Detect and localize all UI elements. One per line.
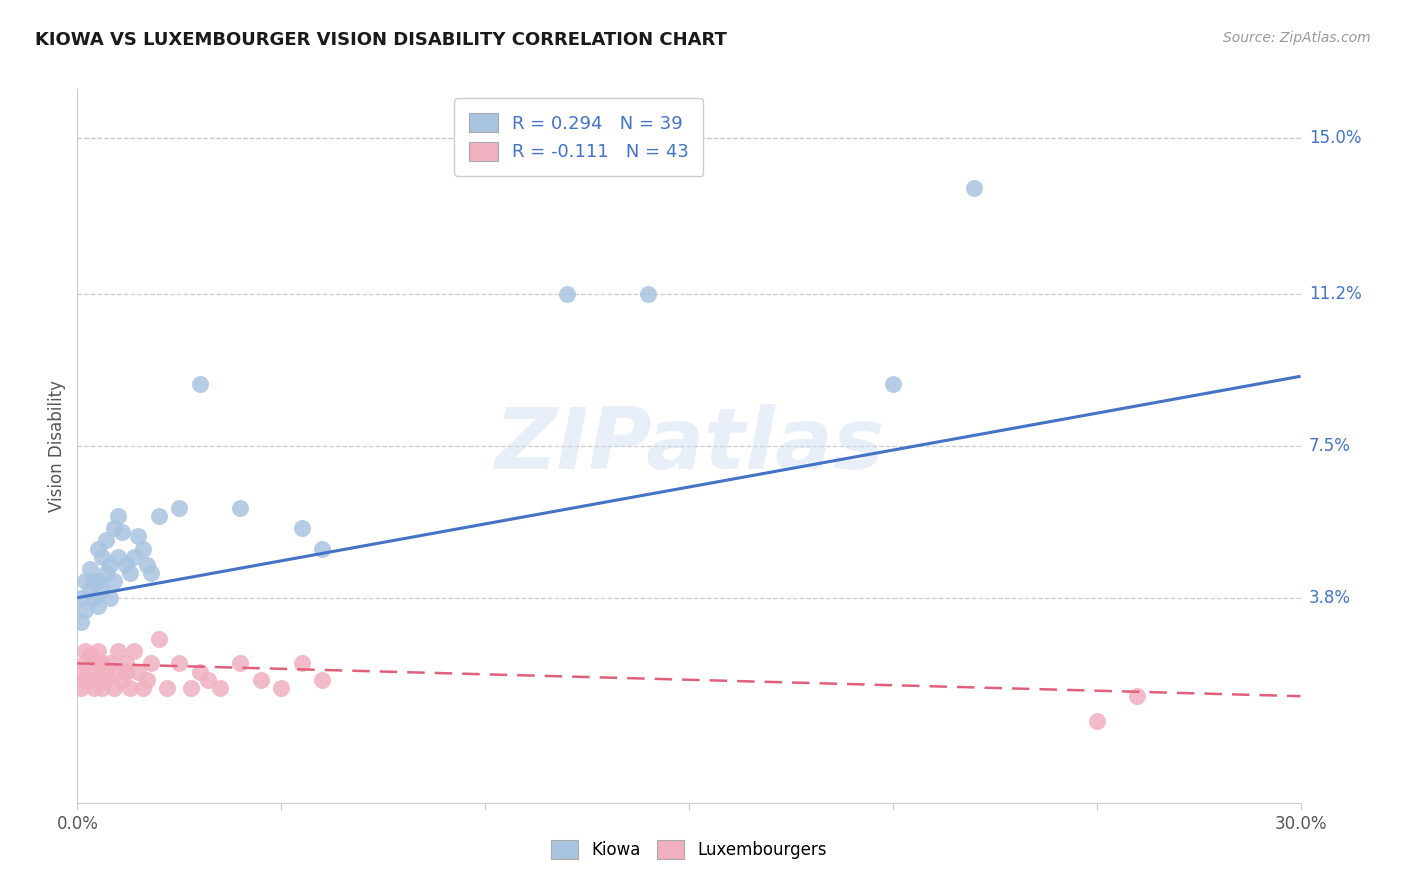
Point bbox=[87, 673, 110, 687]
Point bbox=[311, 673, 333, 687]
Point bbox=[111, 673, 134, 687]
Point bbox=[87, 574, 110, 589]
Point bbox=[103, 574, 125, 589]
Point bbox=[87, 599, 110, 613]
Text: 7.5%: 7.5% bbox=[1309, 437, 1351, 455]
Point bbox=[83, 665, 105, 679]
Point bbox=[148, 632, 170, 646]
Point bbox=[311, 541, 333, 556]
Point bbox=[1126, 689, 1149, 703]
Point bbox=[131, 681, 153, 695]
Point bbox=[180, 681, 202, 695]
Point bbox=[229, 657, 252, 671]
Point bbox=[87, 644, 110, 658]
Point bbox=[115, 657, 138, 671]
Point bbox=[120, 681, 142, 695]
Point bbox=[156, 681, 179, 695]
Point bbox=[75, 644, 97, 658]
Point bbox=[70, 615, 93, 630]
Point bbox=[90, 657, 112, 671]
Point bbox=[131, 541, 153, 556]
Point bbox=[83, 681, 105, 695]
Point bbox=[79, 582, 101, 597]
Point bbox=[139, 657, 162, 671]
Point bbox=[270, 681, 292, 695]
Point bbox=[169, 500, 191, 515]
Point bbox=[135, 558, 157, 572]
Point bbox=[75, 657, 97, 671]
Point bbox=[188, 665, 211, 679]
Point bbox=[963, 180, 986, 194]
Point bbox=[148, 508, 170, 523]
Point bbox=[111, 525, 134, 540]
Point bbox=[127, 665, 149, 679]
Point bbox=[882, 377, 904, 392]
Point bbox=[75, 673, 97, 687]
Point bbox=[135, 673, 157, 687]
Point bbox=[94, 533, 117, 548]
Point bbox=[229, 500, 252, 515]
Point bbox=[70, 665, 93, 679]
Point bbox=[75, 603, 97, 617]
Point bbox=[290, 521, 312, 535]
Point bbox=[169, 657, 191, 671]
Point bbox=[94, 566, 117, 581]
Point bbox=[107, 665, 129, 679]
Point bbox=[79, 562, 101, 576]
Point bbox=[115, 665, 138, 679]
Point bbox=[637, 287, 659, 301]
Text: 11.2%: 11.2% bbox=[1309, 285, 1361, 303]
Text: 3.8%: 3.8% bbox=[1309, 589, 1351, 607]
Point bbox=[98, 657, 121, 671]
Point bbox=[555, 287, 578, 301]
Point bbox=[208, 681, 231, 695]
Point bbox=[70, 681, 93, 695]
Point bbox=[197, 673, 219, 687]
Point bbox=[107, 644, 129, 658]
Point bbox=[124, 644, 146, 658]
Point bbox=[70, 591, 93, 605]
Point bbox=[98, 591, 121, 605]
Text: ZIPatlas: ZIPatlas bbox=[494, 404, 884, 488]
Point bbox=[75, 574, 97, 589]
Point bbox=[127, 529, 149, 543]
Point bbox=[90, 681, 112, 695]
Point bbox=[1085, 714, 1108, 728]
Text: 15.0%: 15.0% bbox=[1309, 129, 1361, 147]
Point bbox=[87, 541, 110, 556]
Point bbox=[83, 591, 105, 605]
Point bbox=[94, 673, 117, 687]
Point bbox=[124, 549, 146, 564]
Point bbox=[98, 558, 121, 572]
Point bbox=[290, 657, 312, 671]
Point bbox=[83, 574, 105, 589]
Y-axis label: Vision Disability: Vision Disability bbox=[48, 380, 66, 512]
Point bbox=[103, 521, 125, 535]
Point bbox=[87, 657, 110, 671]
Point bbox=[115, 558, 138, 572]
Point bbox=[94, 665, 117, 679]
Point bbox=[188, 377, 211, 392]
Point bbox=[107, 549, 129, 564]
Point bbox=[139, 566, 162, 581]
Text: KIOWA VS LUXEMBOURGER VISION DISABILITY CORRELATION CHART: KIOWA VS LUXEMBOURGER VISION DISABILITY … bbox=[35, 31, 727, 49]
Point bbox=[107, 508, 129, 523]
Point bbox=[250, 673, 273, 687]
Point bbox=[120, 566, 142, 581]
Point bbox=[79, 673, 101, 687]
Legend: Kiowa, Luxembourgers: Kiowa, Luxembourgers bbox=[544, 834, 834, 866]
Text: Source: ZipAtlas.com: Source: ZipAtlas.com bbox=[1223, 31, 1371, 45]
Point bbox=[90, 549, 112, 564]
Point bbox=[90, 582, 112, 597]
Point bbox=[103, 681, 125, 695]
Point bbox=[79, 648, 101, 662]
